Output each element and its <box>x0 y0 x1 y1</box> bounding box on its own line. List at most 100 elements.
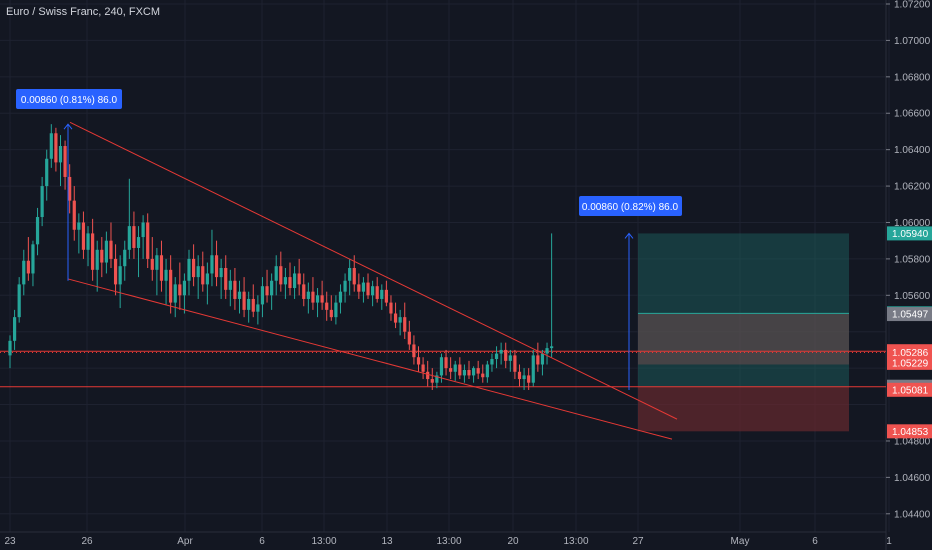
candle-body <box>375 286 379 299</box>
candle-body <box>517 371 522 380</box>
candle-body <box>338 291 343 303</box>
stop-zone <box>638 386 849 432</box>
candlestick-series <box>8 124 554 390</box>
measure-label-box-2 <box>579 196 682 216</box>
candle-body <box>545 348 549 354</box>
price-tag-label: 1.05229 <box>892 358 929 369</box>
candle-body <box>127 226 131 250</box>
candle-body <box>12 317 17 341</box>
candle-body <box>58 146 63 163</box>
price-axis[interactable]: 1.07200 1.07000 1.06800 1.06600 1.06400 1.062… <box>886 0 931 520</box>
candle-body <box>407 331 411 345</box>
x-tick-label: May <box>731 536 750 547</box>
candle-body <box>283 277 287 285</box>
candle-body <box>357 284 361 292</box>
x-tick-label: 13:00 <box>563 536 588 547</box>
price-tag-label: 1.05497 <box>892 310 929 321</box>
candle-body <box>136 237 141 248</box>
x-tick-label: 13:00 <box>311 536 336 547</box>
candle-body <box>540 353 545 365</box>
candle-body <box>150 258 154 270</box>
candle-body <box>371 286 375 296</box>
measure-label-box-1 <box>16 89 122 109</box>
candle-body <box>527 375 531 383</box>
y-tick-label: 1.06400 <box>894 145 931 156</box>
candle-body <box>141 222 145 238</box>
candle-body <box>164 269 168 281</box>
candle-body <box>531 355 535 383</box>
candle-body <box>45 158 49 187</box>
candle-body <box>348 268 352 281</box>
x-tick-label: 20 <box>507 536 519 547</box>
position-zones <box>638 233 849 432</box>
lower-trendline <box>67 278 673 440</box>
x-tick-label: 27 <box>632 536 644 547</box>
candle-body <box>237 291 242 299</box>
candle-body <box>118 266 122 285</box>
candle-body <box>86 233 90 250</box>
candle-body <box>40 186 44 218</box>
candle-body <box>77 222 81 230</box>
candle-body <box>159 255 164 281</box>
candle-body <box>430 379 434 383</box>
candle-body <box>504 349 508 361</box>
candle-body <box>219 268 223 278</box>
measure-arrow-1 <box>63 123 73 130</box>
candle-body <box>91 233 95 270</box>
candle-body <box>68 176 72 201</box>
candle-body <box>31 244 35 274</box>
x-tick-label: 6 <box>812 536 818 547</box>
candle-body <box>485 364 489 378</box>
candle-body <box>315 295 320 303</box>
candle-body <box>113 258 118 285</box>
horizontal-lines <box>0 350 886 388</box>
price-tag-label: 1.05081 <box>892 385 929 396</box>
price-tag-box <box>887 355 932 370</box>
x-tick-label: 23 <box>4 536 16 547</box>
price-tag-box <box>887 226 932 241</box>
candle-body <box>522 375 526 380</box>
candle-body <box>361 282 366 292</box>
candle-body <box>380 289 384 299</box>
candle-body <box>352 268 356 285</box>
y-tick-label: 1.05800 <box>894 254 931 265</box>
candle-body <box>100 249 104 263</box>
x-tick-label: 26 <box>81 536 93 547</box>
candle-body <box>449 368 453 372</box>
measure-label-1: 0.00860 (0.81%) 86.0 <box>21 95 118 106</box>
x-tick-label: 13 <box>381 536 393 547</box>
candle-body <box>398 317 402 323</box>
candle-body <box>242 291 246 310</box>
time-axis[interactable]: 23 26 Apr 6 13:00 13 13:00 20 13:00 27 May 6 1 <box>4 536 892 547</box>
candle-body <box>490 359 494 365</box>
candle-body <box>233 280 237 299</box>
candle-body <box>228 280 232 290</box>
candle-body <box>274 266 278 281</box>
y-tick-label: 1.07000 <box>894 36 931 47</box>
candle-body <box>467 369 471 376</box>
candle-body <box>366 282 370 296</box>
candle-body <box>403 317 407 332</box>
y-tick-label: 1.05600 <box>894 291 931 302</box>
x-tick-label: 1 <box>886 536 892 547</box>
candle-body <box>260 286 265 305</box>
candle-body <box>384 289 388 303</box>
y-tick-label: 1.06000 <box>894 218 931 229</box>
candle-body <box>22 260 26 285</box>
candle-body <box>536 355 540 365</box>
price-tag-label: 1.05286 <box>892 348 929 359</box>
current-price-zone <box>638 313 849 365</box>
chart-title: Euro / Swiss Franc, 240, FXCM <box>6 6 161 18</box>
candle-body <box>123 249 127 267</box>
candle-body <box>210 255 214 274</box>
candle-body <box>265 286 269 296</box>
trendlines <box>67 121 678 440</box>
y-tick-label: 1.04400 <box>894 509 931 520</box>
candle-body <box>95 249 99 270</box>
candle-body <box>508 355 512 361</box>
candle-body <box>393 313 398 323</box>
candle-body <box>196 266 200 278</box>
x-tick-label: 13:00 <box>436 536 461 547</box>
x-tick-label: 6 <box>259 536 265 547</box>
